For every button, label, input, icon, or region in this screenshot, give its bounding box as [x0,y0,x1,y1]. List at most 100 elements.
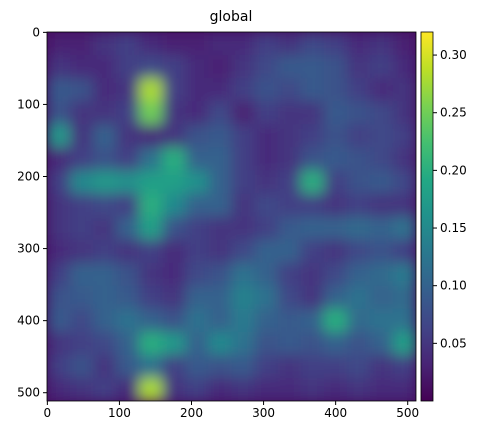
heat-cell [208,55,232,79]
heat-cell [369,170,394,194]
heat-cell [116,354,140,379]
heat-cell [369,262,394,287]
y-tick-label: 200 [17,170,40,184]
heat-cell [277,308,302,333]
heat-cell [162,193,186,217]
heat-cell [300,193,325,217]
heat-cell [323,170,348,194]
heat-cell [70,216,94,241]
heat-cell [162,147,186,171]
heat-cell [277,239,302,264]
y-tick-label: 100 [17,97,40,111]
heat-cell [323,216,348,241]
colorbar-tick-label: 0.25 [440,106,467,120]
heat-cell [323,377,348,401]
heat-cell [369,55,394,79]
heat-cell [346,170,371,194]
heat-cell [300,101,325,125]
heat-cell [208,101,232,125]
heat-cell [392,32,416,56]
heat-cell [93,193,117,217]
heat-cell [208,354,232,379]
heat-cell [185,55,209,79]
heat-cell [300,78,325,102]
heat-cell [162,308,186,333]
heat-cell [47,170,71,194]
heat-cell [47,262,71,287]
heat-cell [323,147,348,171]
heat-cell [300,124,325,148]
heat-cell [93,147,117,171]
y-tick-label: 300 [17,242,40,256]
heat-cell [231,55,256,79]
heat-cell [116,239,140,264]
heat-cell [93,308,117,333]
heat-cell [369,239,394,264]
colorbar-tick-label: 0.20 [440,163,467,177]
heat-cell [208,78,232,102]
heat-cell [47,124,71,148]
heat-cell [70,101,94,125]
heat-cell [231,170,256,194]
heat-cell [392,331,416,356]
heat-cell [392,193,416,217]
heat-cell [231,101,256,125]
heat-cell [323,78,348,102]
heat-cell [162,377,186,401]
heat-cell [185,239,209,264]
heat-cell [47,377,71,401]
heat-cell [70,124,94,148]
heat-cell [162,239,186,264]
heat-cell [254,354,279,379]
heat-cell [323,262,348,287]
heat-cell [231,124,256,148]
heat-cell [47,193,71,217]
heat-cell [185,193,209,217]
x-tick-label: 300 [252,406,275,420]
heat-cell [323,32,348,56]
heat-cell [346,55,371,79]
heat-cell [346,262,371,287]
heat-cell [70,262,94,287]
heat-cell [185,78,209,102]
heat-cell [277,101,302,125]
heat-cell [185,377,209,401]
image-cells [47,32,416,401]
heat-cell [185,124,209,148]
heat-cell [254,170,279,194]
heat-cell [116,170,140,194]
heat-cell [346,285,371,310]
heat-cell [254,55,279,79]
heat-cell [346,32,371,56]
heat-cell [254,216,279,241]
heat-cell [47,354,71,379]
heat-cell [369,101,394,125]
heat-cell [392,308,416,333]
heat-cell [254,377,279,401]
heat-cell [93,354,117,379]
heat-cell [70,147,94,171]
heat-cell [47,308,71,333]
heat-cell [93,331,117,356]
heat-cell [231,262,256,287]
heat-cell [300,147,325,171]
heat-cell [208,193,232,217]
heat-cell [254,147,279,171]
heat-cell [300,354,325,379]
heat-cell [346,124,371,148]
heat-cell [208,124,232,148]
heat-cell [93,377,117,401]
heat-cell [392,170,416,194]
heat-cell [185,308,209,333]
heat-cell [208,216,232,241]
heat-cell [139,101,163,125]
heat-cell [369,124,394,148]
heat-cell [185,101,209,125]
heat-cell [369,32,394,56]
heat-cell [47,32,71,56]
heat-cell [47,101,71,125]
heat-cell [277,331,302,356]
x-tick-label: 500 [396,406,419,420]
heat-cell [231,377,256,401]
